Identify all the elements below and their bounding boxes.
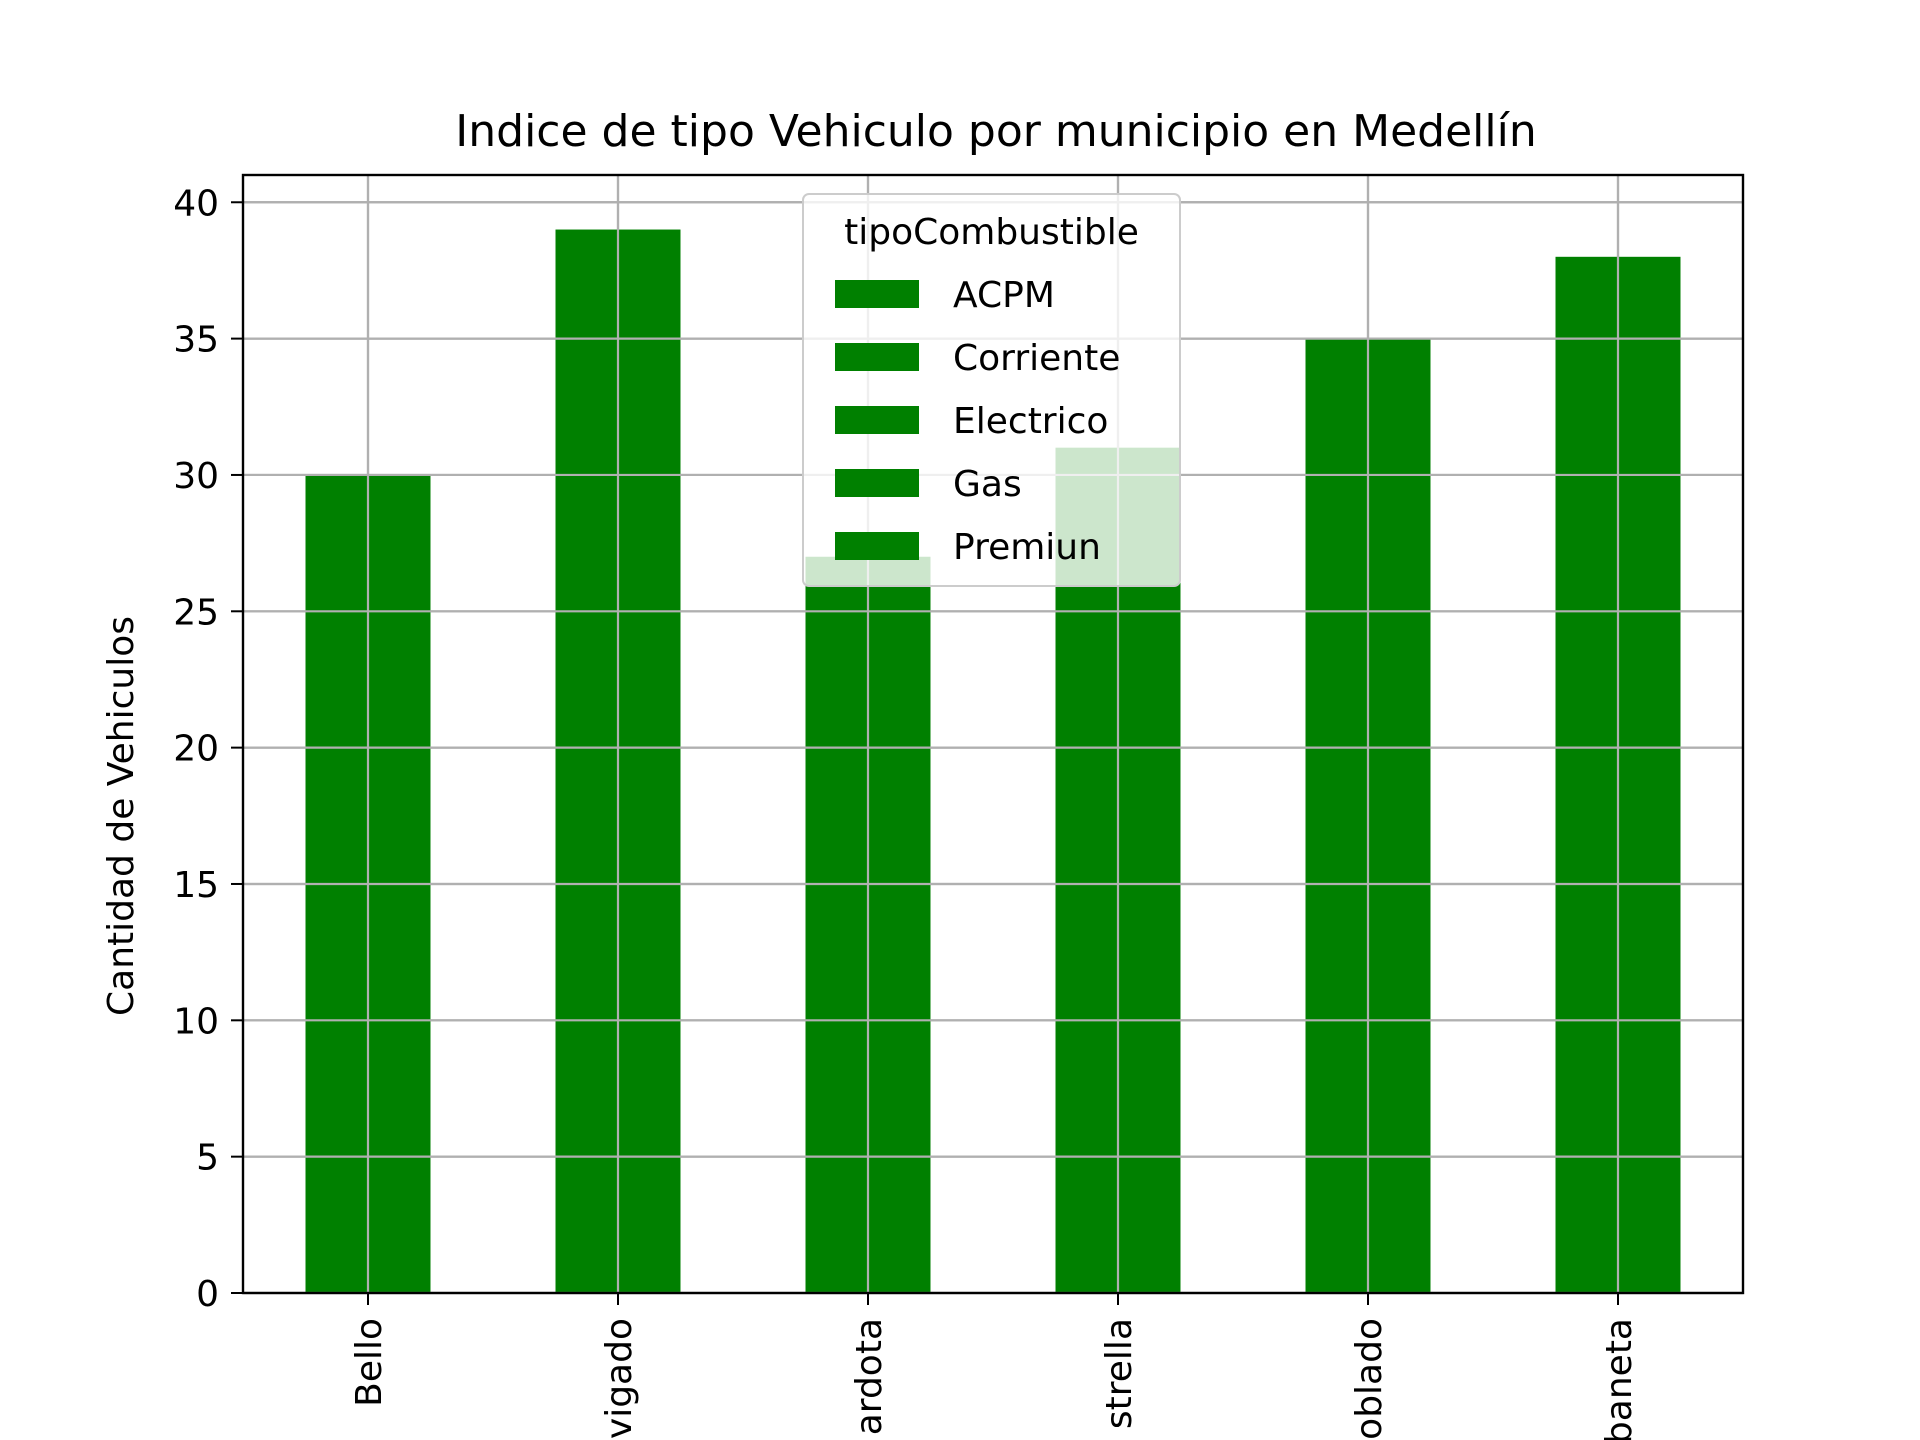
x-tick-label: Bello bbox=[349, 1318, 390, 1407]
y-tick-label: 30 bbox=[173, 456, 219, 497]
legend-entry-label: Premiun bbox=[953, 527, 1101, 568]
y-axis-label: Cantidad de Vehiculos bbox=[101, 616, 142, 1016]
x-tick-label: baneta bbox=[1599, 1318, 1640, 1440]
legend-entry-label: Electrico bbox=[953, 401, 1108, 442]
chart-title: Indice de tipo Vehiculo por municipio en… bbox=[455, 106, 1536, 157]
legend-swatch bbox=[835, 280, 919, 308]
y-tick-label: 20 bbox=[173, 729, 219, 770]
legend-swatch bbox=[835, 343, 919, 371]
legend-entry-label: Corriente bbox=[953, 338, 1120, 379]
legend-entry-label: Gas bbox=[953, 464, 1022, 505]
y-tick-label: 10 bbox=[173, 1001, 219, 1042]
legend-entry-label: ACPM bbox=[953, 275, 1055, 316]
y-tick-label: 40 bbox=[173, 183, 219, 224]
y-tick-label: 5 bbox=[196, 1138, 219, 1179]
y-tick-label: 25 bbox=[173, 592, 219, 633]
x-tick-label: vigado bbox=[599, 1318, 640, 1439]
y-tick-label: 15 bbox=[173, 865, 219, 906]
y-tick-label: 0 bbox=[196, 1274, 219, 1315]
axes: 0 5 10 15 20 25 30 35 40 Bello vigado ardota strella… bbox=[173, 173, 1745, 1440]
legend-title: tipoCombustible bbox=[844, 212, 1139, 253]
x-tick-label: strella bbox=[1099, 1318, 1140, 1429]
legend: tipoCombustible ACPM Corriente Electrico Gas… bbox=[802, 193, 1181, 587]
legend-swatch bbox=[835, 532, 919, 560]
legend-swatch bbox=[835, 469, 919, 497]
plot-frame bbox=[241, 173, 1745, 1295]
x-tick-label: oblado bbox=[1349, 1318, 1390, 1440]
y-tick-label: 35 bbox=[173, 320, 219, 361]
x-tick-label: ardota bbox=[849, 1318, 890, 1435]
legend-swatch bbox=[835, 406, 919, 434]
